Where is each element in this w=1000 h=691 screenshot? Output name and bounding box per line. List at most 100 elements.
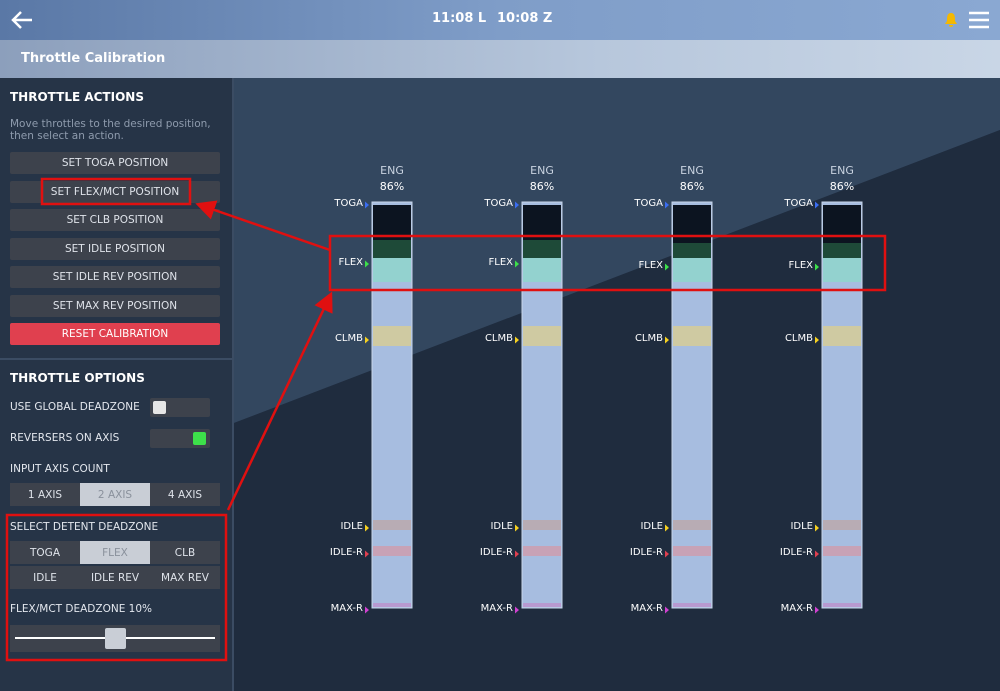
max-rev-detent	[373, 603, 411, 607]
detent-label: IDLE-R	[780, 547, 813, 558]
detent-marker	[365, 550, 369, 558]
detent-marker	[365, 524, 369, 532]
bell-icon[interactable]	[944, 12, 958, 28]
detent-marker	[515, 606, 519, 614]
detent-label: CLMB	[335, 333, 363, 344]
action-button[interactable]: SET TOGA POSITION	[10, 152, 220, 174]
detent-marker	[515, 260, 519, 268]
detent-label: TOGA	[783, 198, 813, 209]
instructions: then select an action.	[10, 130, 124, 142]
clb-detent	[373, 326, 411, 346]
detent-label: CLMB	[635, 333, 663, 344]
detent-label: MAX-R	[481, 603, 513, 614]
action-button[interactable]: SET MAX REV POSITION	[10, 295, 220, 317]
idle-detent	[823, 520, 861, 530]
action-button[interactable]: SET CLB POSITION	[10, 209, 220, 232]
detent-label: CLMB	[485, 333, 513, 344]
detent-marker	[365, 606, 369, 614]
max-rev-detent	[823, 603, 861, 607]
flex-detent	[373, 258, 411, 282]
section-title: THROTTLE OPTIONS	[10, 371, 145, 385]
action-button[interactable]: SET IDLE POSITION	[10, 237, 220, 260]
field-label: INPUT AXIS COUNT	[10, 463, 110, 475]
toggle-knob	[153, 401, 166, 414]
detent-label: IDLE-R	[480, 547, 513, 558]
detent-label: IDLE-R	[630, 547, 663, 558]
detent-marker	[815, 606, 819, 614]
flex-detent	[523, 258, 561, 282]
reset-button[interactable]: RESET CALIBRATION	[10, 323, 220, 345]
divider	[0, 358, 232, 360]
detent-label: IDLE	[790, 521, 813, 532]
detent-label: TOGA	[483, 198, 513, 209]
sub-header	[0, 40, 1000, 78]
detent-marker	[815, 201, 819, 209]
engine-percent: 86%	[530, 180, 554, 193]
action-button[interactable]: SET IDLE REV POSITION	[10, 266, 220, 289]
flex-zone	[823, 243, 861, 258]
detent-label: CLMB	[785, 333, 813, 344]
detent-marker	[515, 550, 519, 558]
detent-marker	[665, 606, 669, 614]
toggle-knob	[193, 432, 206, 445]
detent-label: IDLE	[490, 521, 513, 532]
detent-label: FLEX	[339, 257, 364, 268]
detent-marker	[365, 260, 369, 268]
detent-label: IDLE	[640, 521, 663, 532]
segment-option[interactable]: 2 AXIS	[80, 483, 150, 506]
idle-rev-detent	[673, 546, 711, 556]
back-button[interactable]	[10, 9, 34, 31]
engine-label: ENG	[530, 164, 554, 177]
detent-marker	[515, 201, 519, 209]
segment-option[interactable]: 1 AXIS	[10, 483, 80, 506]
detent-marker	[365, 201, 369, 209]
toga-zone	[523, 205, 561, 240]
toggle[interactable]	[150, 429, 210, 448]
detent-marker	[665, 263, 669, 271]
max-rev-detent	[673, 603, 711, 607]
toga-zone	[823, 205, 861, 243]
clb-detent	[523, 326, 561, 346]
section-title: THROTTLE ACTIONS	[10, 90, 144, 104]
flex-detent	[823, 258, 861, 282]
time-local: 11:08 L	[432, 11, 487, 26]
detent-marker	[665, 550, 669, 558]
toggle-label: REVERSERS ON AXIS	[10, 432, 120, 444]
detent-marker	[815, 263, 819, 271]
detent-label: TOGA	[633, 198, 663, 209]
segment-option[interactable]: 4 AXIS	[150, 483, 220, 506]
detent-marker	[815, 550, 819, 558]
idle-rev-detent	[373, 546, 411, 556]
detent-marker	[365, 336, 369, 344]
detent-label: MAX-R	[631, 603, 663, 614]
flex-zone	[523, 240, 561, 258]
detent-marker	[815, 336, 819, 344]
engine-label: ENG	[380, 164, 404, 177]
engine-percent: 86%	[680, 180, 704, 193]
detent-label: FLEX	[489, 257, 514, 268]
detent-marker	[665, 201, 669, 209]
menu-icon[interactable]	[968, 11, 990, 29]
engine-label: ENG	[830, 164, 854, 177]
detent-label: MAX-R	[781, 603, 813, 614]
engine-percent: 86%	[830, 180, 854, 193]
toga-zone	[373, 205, 411, 240]
max-rev-detent	[523, 603, 561, 607]
flex-zone	[373, 240, 411, 258]
flex-zone	[673, 243, 711, 258]
detent-label: IDLE	[340, 521, 363, 532]
detent-label: FLEX	[639, 260, 664, 271]
idle-detent	[523, 520, 561, 530]
clb-detent	[823, 326, 861, 346]
time-zulu: 10:08 Z	[497, 11, 553, 26]
top-bar: 11:08 L 10:08 Z	[0, 0, 1000, 40]
detent-label: TOGA	[333, 198, 363, 209]
detent-label: FLEX	[789, 260, 814, 271]
toga-zone	[673, 205, 711, 243]
toggle[interactable]	[150, 398, 210, 417]
instructions: Move throttles to the desired position,	[10, 118, 211, 130]
detent-marker	[515, 524, 519, 532]
detent-marker	[815, 524, 819, 532]
